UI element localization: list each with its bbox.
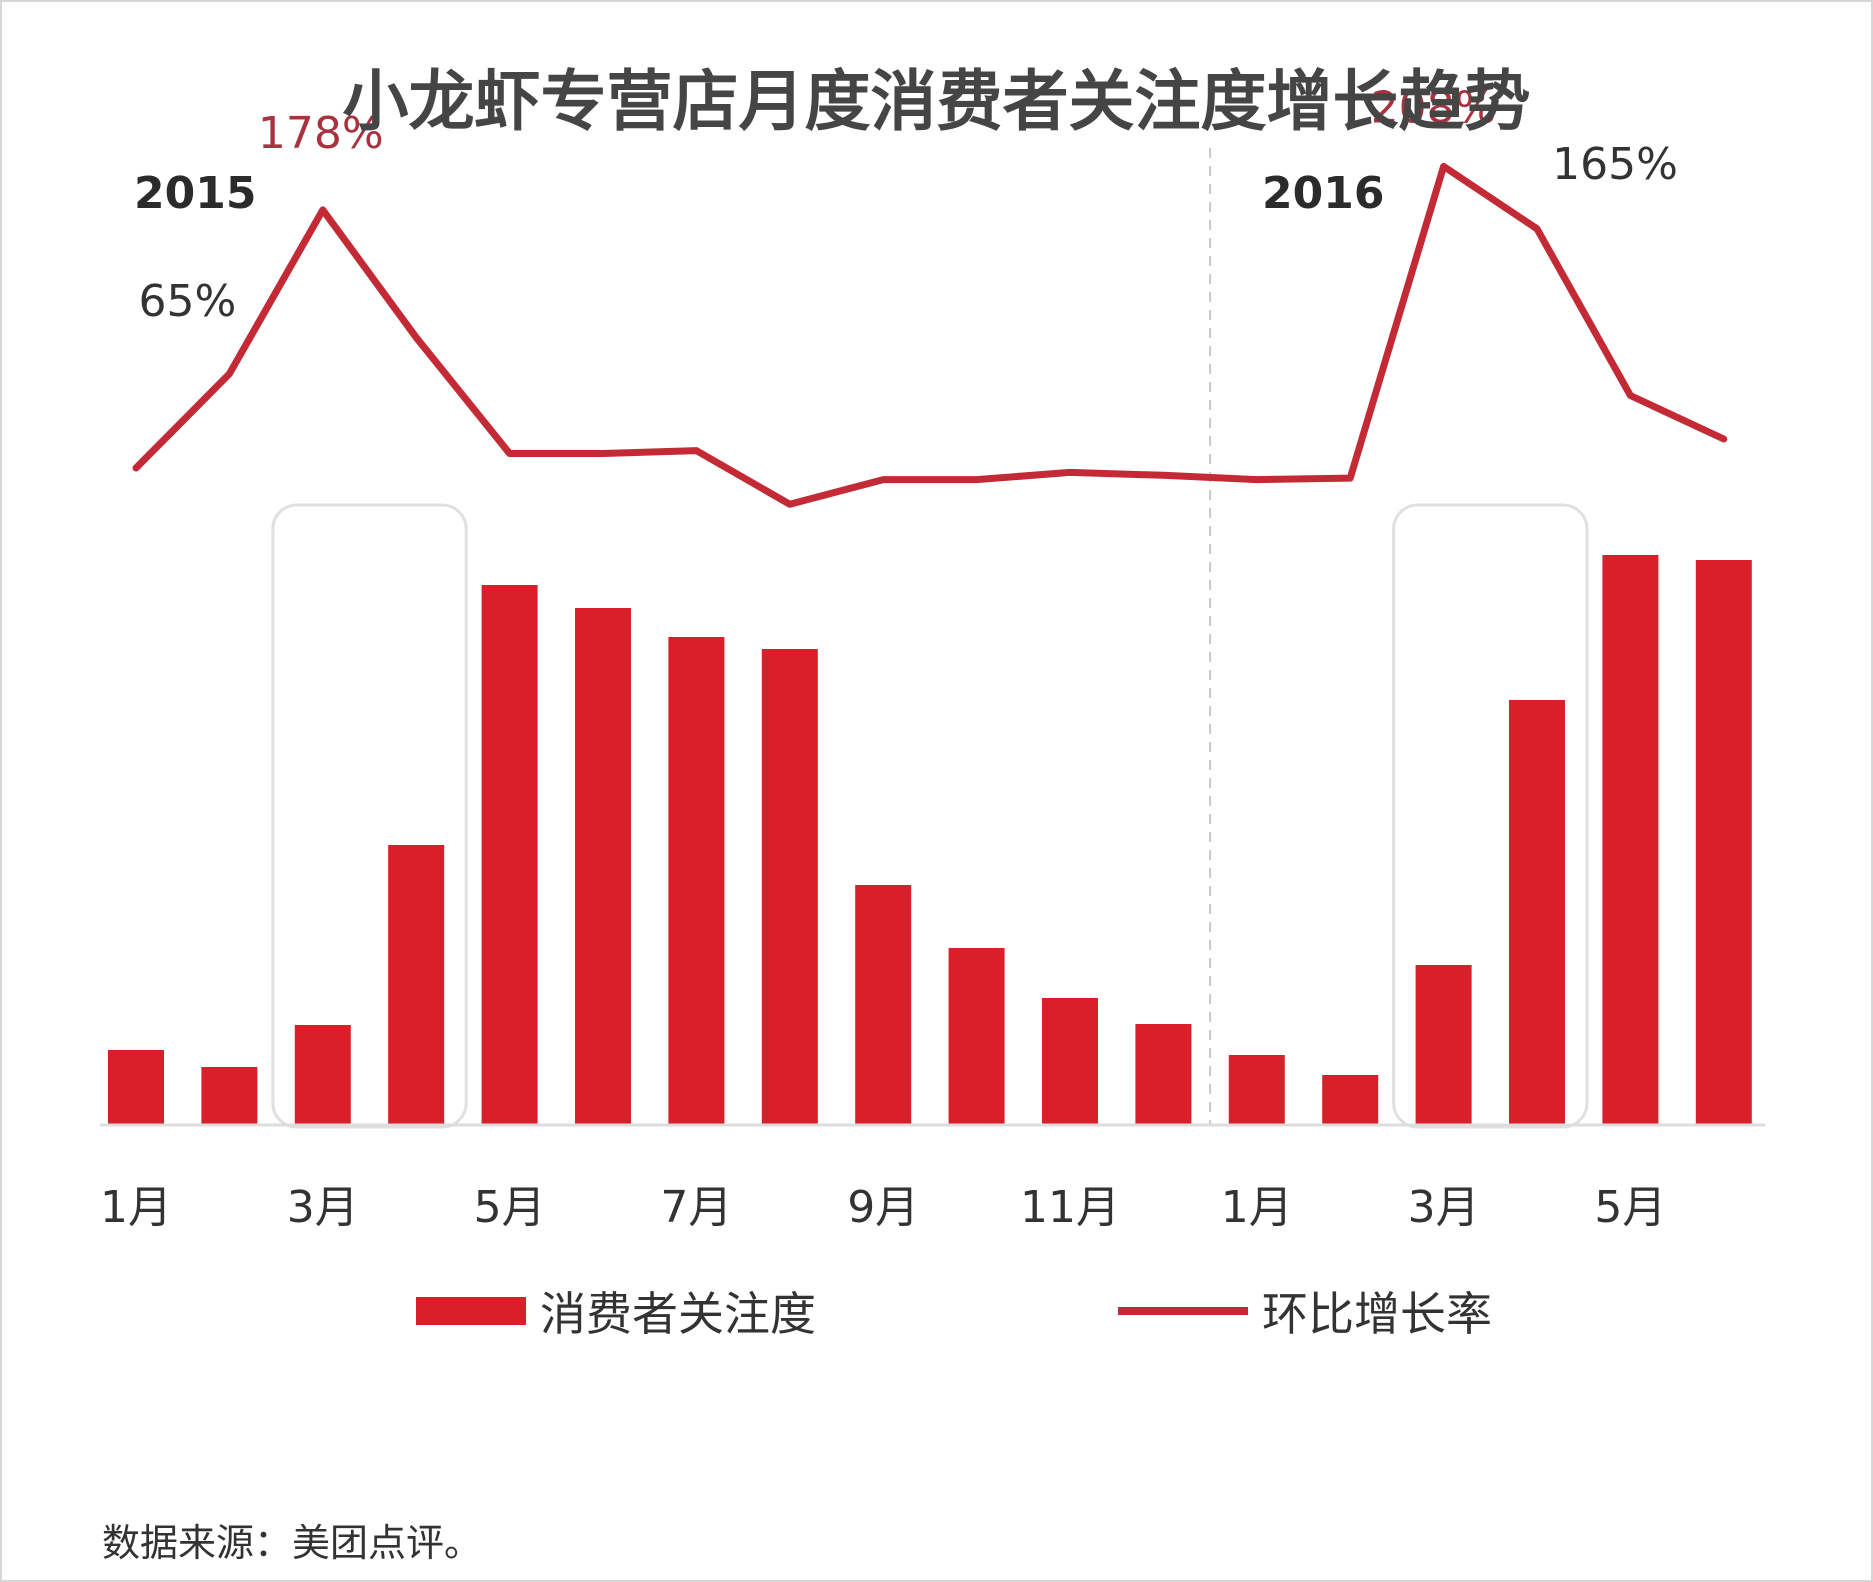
bar-18 <box>1695 560 1752 1125</box>
bar-17 <box>1602 555 1659 1125</box>
data-source-note: 数据来源：美团点评。 <box>102 1521 483 1565</box>
x-tick-label: 11月 <box>1020 1182 1120 1233</box>
year-label-2015: 2015 <box>134 168 257 219</box>
bar-15 <box>1415 965 1472 1125</box>
x-tick-label: 1月 <box>100 1182 172 1233</box>
bar-7 <box>668 637 725 1125</box>
bar-8 <box>761 649 818 1125</box>
legend-line-swatch <box>1118 1307 1248 1315</box>
legend-line-label: 环比增长率 <box>1262 1287 1492 1341</box>
chart-title: 小龙虾专营店月度消费者关注度增长趋势 <box>342 63 1531 140</box>
bar-14 <box>1322 1075 1379 1125</box>
highlight-box-2 <box>1392 503 1589 1129</box>
bar-4 <box>388 845 445 1125</box>
data-label-178%: 178% <box>258 108 384 159</box>
x-tick-label: 3月 <box>1408 1182 1480 1233</box>
bar-16 <box>1509 700 1565 1125</box>
legend-item-bar: 消费者关注度 <box>416 1278 816 1344</box>
x-tick-label: 5月 <box>1594 1182 1666 1233</box>
growth-rate-line <box>132 162 1728 508</box>
legend-bar-swatch <box>416 1297 526 1325</box>
bar-11 <box>1042 998 1098 1125</box>
x-tick-label: 9月 <box>847 1182 919 1233</box>
legend-item-line: 环比增长率 <box>1118 1278 1492 1344</box>
data-label-208%: 208% <box>1371 82 1497 133</box>
x-tick-label: 7月 <box>660 1182 732 1233</box>
bar-6 <box>575 608 631 1125</box>
bar-12 <box>1135 1024 1192 1125</box>
data-label-65%: 65% <box>139 276 237 327</box>
bar-2 <box>201 1067 258 1125</box>
highlight-box-1 <box>271 503 468 1129</box>
bar-1 <box>108 1050 164 1125</box>
bar-10 <box>948 948 1005 1125</box>
bar-9 <box>855 885 912 1125</box>
data-label-165%: 165% <box>1552 139 1678 190</box>
bar-5 <box>481 585 538 1125</box>
x-tick-label: 3月 <box>287 1182 359 1233</box>
x-tick-label: 1月 <box>1221 1182 1293 1233</box>
legend-bar-label: 消费者关注度 <box>540 1287 816 1341</box>
bar-13 <box>1228 1055 1285 1125</box>
x-tick-label: 5月 <box>474 1182 546 1233</box>
bar-3 <box>294 1025 351 1125</box>
year-label-2016: 2016 <box>1262 168 1385 219</box>
